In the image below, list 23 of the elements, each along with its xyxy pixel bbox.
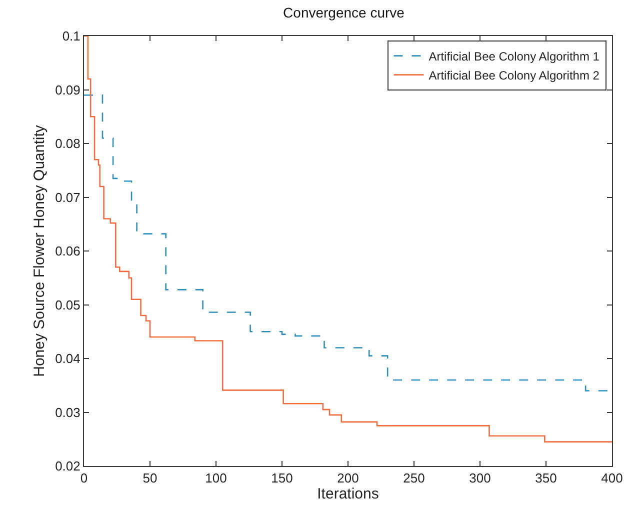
y-tick-label: 0.05 bbox=[55, 297, 80, 312]
x-tick-label: 0 bbox=[80, 470, 88, 486]
y-tick-label: 0.07 bbox=[55, 190, 80, 205]
x-tick-label: 150 bbox=[271, 470, 293, 486]
legend-label: Artificial Bee Colony Algorithm 1 bbox=[428, 49, 600, 64]
x-tick-label: 250 bbox=[403, 470, 425, 486]
y-tick-label: 0.04 bbox=[55, 351, 80, 366]
y-tick-label: 0.1 bbox=[62, 28, 80, 44]
y-tick-label: 0.08 bbox=[55, 136, 80, 152]
x-axis-title: Iterations bbox=[317, 486, 379, 503]
x-tick-label: 350 bbox=[535, 470, 557, 486]
legend-label: Artificial Bee Colony Algorithm 2 bbox=[428, 68, 600, 82]
x-tick-label: 200 bbox=[337, 470, 359, 486]
y-axis-title: Honey Source Flower Honey Quantity bbox=[31, 124, 48, 377]
x-tick-label: 50 bbox=[142, 470, 158, 486]
chart-title: Convergence curve bbox=[283, 4, 405, 20]
x-tick-label: 300 bbox=[469, 470, 491, 486]
x-tick-label: 100 bbox=[205, 470, 227, 486]
y-tick-label: 0.02 bbox=[55, 458, 80, 474]
y-tick-label: 0.03 bbox=[55, 404, 80, 420]
x-tick-label: 400 bbox=[601, 470, 623, 486]
y-tick-label: 0.09 bbox=[55, 82, 80, 98]
y-tick-label: 0.06 bbox=[55, 244, 80, 259]
